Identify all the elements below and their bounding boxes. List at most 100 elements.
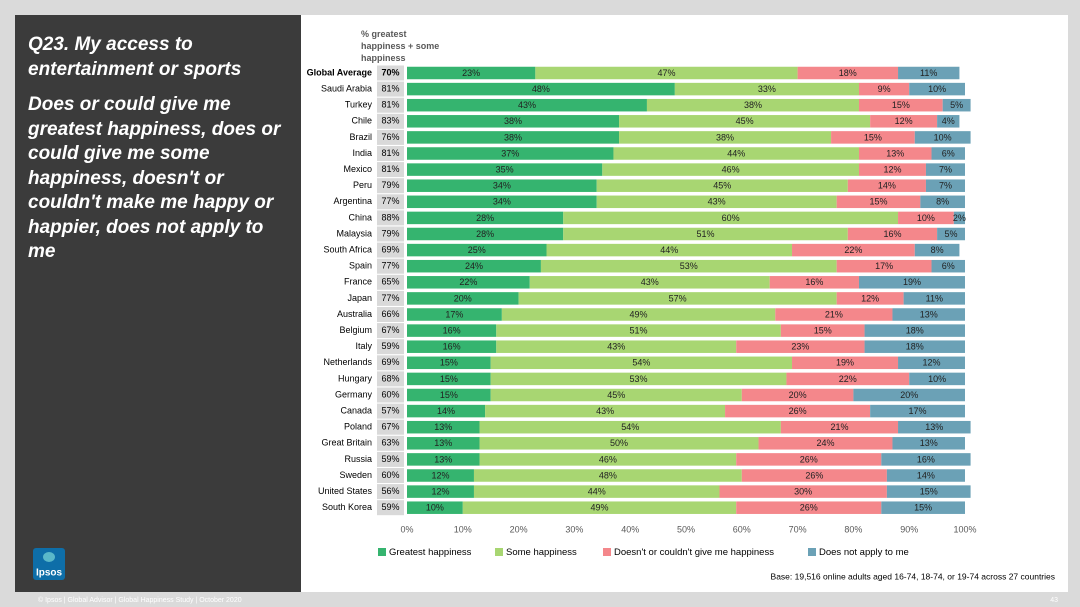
bar-segment bbox=[462, 501, 737, 514]
page-number: 43 bbox=[1050, 597, 1058, 604]
category-label: Peru bbox=[353, 180, 372, 190]
total-box bbox=[377, 435, 404, 451]
bar-label: 13% bbox=[434, 438, 452, 448]
total-label: 59% bbox=[381, 454, 399, 464]
legend-label: Does not apply to me bbox=[819, 547, 909, 558]
bar-segment bbox=[407, 437, 480, 450]
legend-swatch bbox=[808, 548, 816, 556]
total-box bbox=[377, 146, 404, 161]
bar-label: 49% bbox=[630, 309, 648, 319]
bar-segment bbox=[496, 340, 737, 353]
bar-label: 11% bbox=[926, 293, 943, 303]
bar-label: 20% bbox=[900, 390, 918, 400]
bar-label: 34% bbox=[493, 181, 511, 191]
total-box bbox=[377, 226, 404, 242]
total-box bbox=[377, 484, 404, 500]
total-label: 88% bbox=[381, 212, 399, 222]
x-tick-label: 10% bbox=[454, 524, 472, 534]
bar-segment bbox=[736, 453, 882, 466]
bar-label: 54% bbox=[621, 422, 639, 432]
bar-label: 11% bbox=[920, 68, 937, 78]
bar-segment bbox=[529, 276, 770, 289]
bar-label: 53% bbox=[630, 374, 648, 384]
bar-segment bbox=[780, 420, 899, 434]
bar-segment bbox=[741, 388, 854, 402]
bar-segment bbox=[769, 276, 859, 289]
category-label: South Korea bbox=[322, 502, 372, 512]
bar-label: 28% bbox=[476, 229, 494, 239]
bar-segment bbox=[925, 179, 965, 192]
bar-label: 23% bbox=[462, 68, 480, 78]
bar-segment bbox=[407, 340, 497, 353]
bar-label: 16% bbox=[805, 277, 823, 287]
bar-label: 18% bbox=[906, 342, 924, 352]
panel-subtitle: Does or could give me greatest happiness… bbox=[28, 94, 281, 262]
bar-label: 54% bbox=[632, 358, 650, 368]
category-label: Mexico bbox=[343, 164, 372, 174]
bar-segment bbox=[881, 501, 965, 514]
bar-label: 14% bbox=[437, 406, 455, 416]
total-box bbox=[377, 81, 404, 97]
bar-segment bbox=[736, 340, 865, 353]
bar-segment bbox=[563, 227, 848, 241]
bar-segment bbox=[596, 195, 837, 209]
bar-segment bbox=[864, 340, 965, 353]
category-label: United States bbox=[318, 486, 373, 496]
bar-label: 18% bbox=[906, 325, 924, 335]
total-label: 65% bbox=[381, 277, 399, 287]
bar-label: 10% bbox=[928, 374, 946, 384]
bar-label: 33% bbox=[758, 84, 776, 94]
bar-label: 4% bbox=[942, 116, 955, 126]
bar-segment bbox=[741, 469, 887, 482]
bar-label: 16% bbox=[443, 342, 461, 352]
bar-segment bbox=[535, 66, 798, 80]
total-label: 67% bbox=[381, 325, 399, 335]
bar-label: 30% bbox=[794, 486, 812, 496]
category-label: Chile bbox=[351, 116, 372, 126]
bar-label: 16% bbox=[883, 229, 901, 239]
bar-segment bbox=[407, 82, 675, 96]
bar-label: 43% bbox=[596, 406, 614, 416]
bar-segment bbox=[407, 211, 564, 225]
bar-segment bbox=[407, 66, 536, 80]
category-label: Brazil bbox=[349, 132, 372, 142]
bar-segment bbox=[407, 372, 491, 386]
category-label: Saudi Arabia bbox=[321, 83, 372, 93]
bar-label: 5% bbox=[945, 229, 958, 239]
bar-label: 21% bbox=[830, 422, 848, 432]
bar-segment bbox=[407, 324, 497, 337]
bar-segment bbox=[674, 82, 859, 96]
total-label: 57% bbox=[381, 405, 399, 415]
total-box bbox=[377, 403, 404, 419]
bar-label: 10% bbox=[934, 132, 952, 142]
bar-segment bbox=[719, 485, 887, 498]
bar-label: 17% bbox=[445, 309, 463, 319]
bar-segment bbox=[909, 82, 965, 96]
bar-label: 60% bbox=[722, 213, 740, 223]
legend-label: Doesn't or couldn't give me happiness bbox=[614, 547, 774, 558]
bar-segment bbox=[858, 276, 965, 289]
category-label: Hungary bbox=[338, 373, 373, 383]
total-label: 66% bbox=[381, 309, 399, 319]
bar-segment bbox=[780, 324, 865, 337]
bar-label: 12% bbox=[431, 486, 449, 496]
bar-label: 12% bbox=[895, 116, 913, 126]
bar-segment bbox=[914, 131, 971, 144]
total-box bbox=[377, 371, 404, 387]
bar-segment bbox=[546, 243, 793, 257]
bar-segment bbox=[407, 420, 480, 434]
total-box bbox=[377, 307, 404, 322]
bar-segment bbox=[886, 485, 971, 498]
total-label: 56% bbox=[381, 486, 399, 496]
bar-label: 47% bbox=[657, 68, 675, 78]
bar-label: 35% bbox=[496, 164, 514, 174]
bar-label: 22% bbox=[839, 374, 857, 384]
bar-segment bbox=[407, 195, 597, 209]
bar-segment bbox=[931, 147, 965, 160]
bar-segment bbox=[725, 404, 871, 418]
bar-segment bbox=[920, 195, 965, 209]
bar-segment bbox=[853, 388, 965, 402]
bar-label: 13% bbox=[920, 309, 938, 319]
bar-segment bbox=[881, 453, 971, 466]
